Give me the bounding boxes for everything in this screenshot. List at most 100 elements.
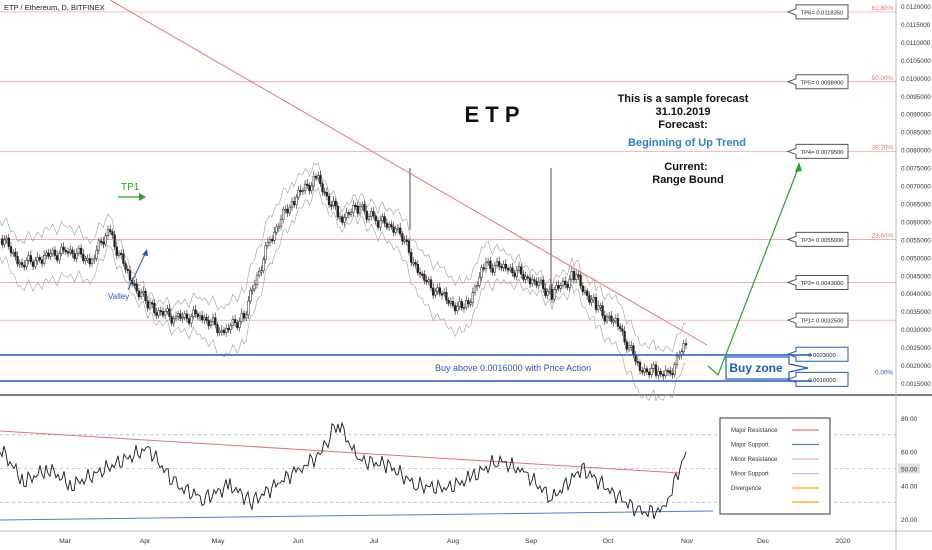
candle-body	[312, 176, 315, 187]
candle-body	[338, 216, 342, 219]
candle-body	[546, 291, 549, 296]
tp-callout-box	[786, 274, 849, 290]
legend-label: Divergence	[731, 486, 762, 492]
candle-body	[491, 268, 494, 273]
candle-body	[381, 216, 384, 221]
candle-body	[511, 267, 514, 274]
candle-body	[299, 189, 302, 192]
buy-zone-callout	[725, 356, 809, 380]
candle-body	[385, 222, 389, 228]
candle-body	[480, 267, 483, 278]
rsi-legend	[719, 417, 831, 515]
candle-body	[434, 290, 437, 296]
candle-body	[97, 240, 101, 251]
candle-body	[599, 305, 602, 308]
price-tick-label: 0.0115000	[901, 22, 931, 29]
candle-body	[365, 210, 368, 220]
candle-body	[49, 253, 52, 257]
candle-body	[506, 268, 510, 271]
candle-body	[336, 205, 339, 218]
candle-body	[187, 318, 191, 324]
candle-body	[34, 260, 37, 267]
candle-body	[174, 316, 178, 320]
candle-body	[445, 292, 448, 301]
candle-body	[69, 249, 72, 253]
time-tick-label: Mar	[59, 538, 71, 545]
candle-body	[196, 313, 199, 318]
time-tick-label: Dec	[757, 538, 770, 545]
candle-body	[192, 309, 195, 317]
candle-body	[579, 275, 582, 287]
legend-label: Major Support	[731, 443, 769, 449]
candle-body	[86, 258, 89, 261]
candle-body	[135, 283, 138, 292]
candle-body	[577, 274, 580, 277]
candle-body	[535, 280, 538, 286]
candle-body	[14, 251, 17, 257]
candle-body	[374, 215, 377, 221]
candle-body	[341, 216, 344, 223]
rsi-tick-label: 60.00	[901, 450, 918, 457]
current-value: Range Bound	[652, 174, 724, 186]
candle-body	[487, 260, 490, 263]
candle-body	[245, 314, 248, 319]
candle-body	[594, 297, 598, 310]
candle-body	[414, 262, 417, 265]
candle-body	[592, 297, 595, 301]
candle-body	[12, 251, 15, 254]
candle-body	[423, 273, 426, 281]
candle-body	[258, 271, 261, 276]
price-tick-label: 0.0090000	[901, 112, 931, 119]
legend-label: Minor Resistance	[731, 457, 778, 463]
candle-body	[133, 283, 136, 286]
candle-body	[303, 183, 307, 191]
candle-body	[489, 260, 492, 269]
band-lower	[0, 187, 687, 402]
candle-body	[277, 226, 280, 229]
candle-body	[20, 262, 24, 266]
candle-body	[401, 233, 404, 242]
candle-body	[172, 318, 175, 324]
candle-body	[553, 289, 556, 300]
major-resistance-trendline	[109, 0, 708, 346]
time-tick-label: Aug	[447, 538, 459, 545]
candle-body	[242, 312, 246, 319]
candle-body	[634, 354, 637, 362]
candle-body	[537, 281, 540, 286]
candle-body	[293, 201, 296, 206]
price-candles	[1, 168, 688, 380]
candle-body	[367, 216, 371, 220]
candle-body	[71, 249, 74, 254]
candle-body	[319, 175, 322, 184]
candle-body	[416, 264, 419, 273]
candle-body	[524, 276, 527, 280]
candle-body	[62, 246, 65, 251]
tp-callout: TP6= 0.0118350	[786, 4, 849, 20]
forecast-arrow	[707, 165, 800, 377]
candle-body	[290, 201, 294, 208]
candle-body	[539, 279, 543, 283]
rsi-legend-items: Major Resistance Major Support Minor Resis…	[731, 428, 819, 503]
price-tick-label: 0.0120000	[901, 4, 931, 11]
candle-body	[608, 315, 611, 318]
candle-body	[657, 371, 660, 376]
candle-body	[566, 284, 569, 288]
candle-body	[451, 301, 455, 306]
price-tick-label: 0.0035000	[901, 309, 931, 316]
candle-body	[7, 237, 10, 247]
candle-body	[233, 319, 237, 323]
candle-body	[314, 176, 318, 179]
candle-body	[671, 373, 674, 376]
candle-body	[301, 190, 305, 193]
time-tick-label: Oct	[603, 538, 614, 545]
candle-body	[443, 292, 446, 295]
candle-body	[36, 257, 39, 262]
candle-body	[597, 305, 600, 310]
candle-body	[396, 227, 400, 230]
candle-body	[664, 370, 667, 377]
candle-body	[124, 263, 127, 270]
price-tick-label: 0.0020000	[901, 363, 931, 370]
candle-body	[429, 279, 433, 289]
buy-zone-upper-callout: 0.0023000	[786, 346, 849, 362]
tp-callout-label: TP2= 0.0043000	[800, 281, 843, 287]
